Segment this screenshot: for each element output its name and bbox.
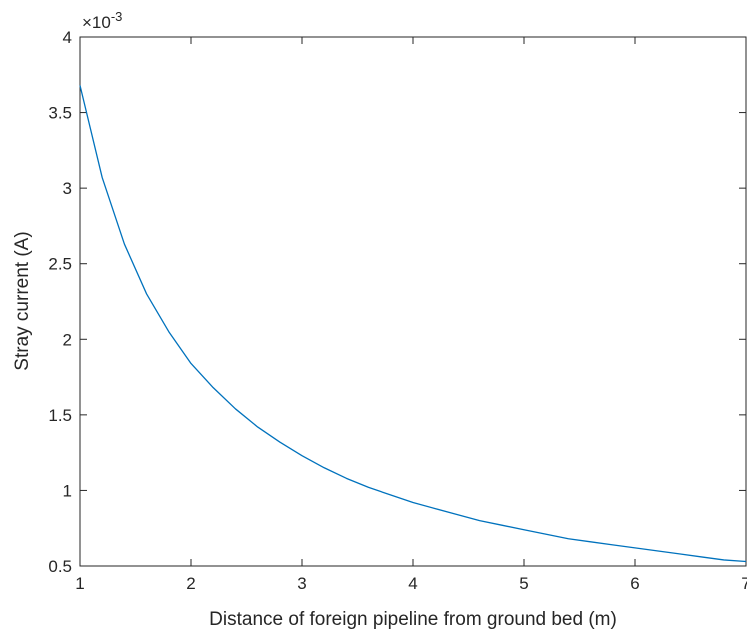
y-tick-label: 1 — [63, 481, 72, 500]
y-tick-label: 0.5 — [48, 557, 72, 576]
y-tick-label: 2.5 — [48, 255, 72, 274]
y-axis-ticks: 0.5 1 1.5 2 2.5 3 3.5 4 — [48, 28, 746, 576]
x-axis-label: Distance of foreign pipeline from ground… — [209, 609, 617, 630]
plot-box — [79, 36, 747, 567]
x-tick-label: 3 — [297, 574, 306, 593]
series-layer — [79, 85, 747, 563]
x-tick-label: 4 — [408, 574, 417, 593]
x-axis-ticks: 1 2 3 4 5 6 7 — [75, 37, 747, 593]
y-exponent: ×10-3 — [82, 9, 122, 32]
series-line — [79, 85, 747, 563]
y-exponent-label: ×10-3 — [82, 9, 122, 32]
y-tick-label: 1.5 — [48, 406, 72, 425]
y-tick-label: 4 — [63, 28, 72, 47]
y-axis-label: Stray current (A) — [12, 231, 33, 370]
x-tick-label: 2 — [186, 574, 195, 593]
plot-area — [79, 36, 747, 567]
x-tick-label: 1 — [75, 574, 84, 593]
y-tick-label: 3.5 — [48, 104, 72, 123]
x-tick-label: 7 — [741, 574, 747, 593]
x-tick-label: 5 — [519, 574, 528, 593]
y-tick-label: 3 — [63, 179, 72, 198]
y-tick-label: 2 — [63, 330, 72, 349]
x-tick-label: 6 — [630, 574, 639, 593]
